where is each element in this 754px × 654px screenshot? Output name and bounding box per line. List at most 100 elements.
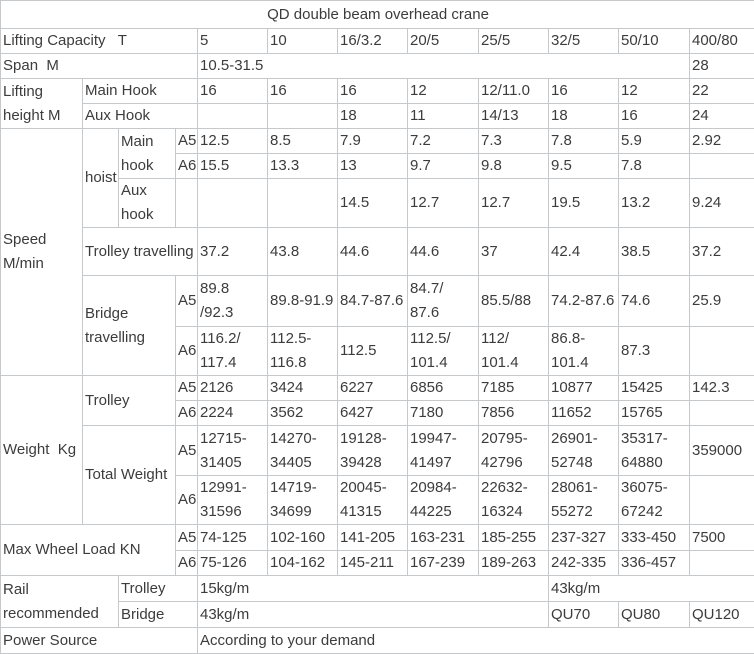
spec-value-cell: 2.92: [690, 129, 754, 154]
row-label-max-wheel-load: Max Wheel Load KN: [1, 525, 176, 576]
spec-value-cell: 37.2: [690, 228, 754, 276]
table-title: QD double beam overhead crane: [1, 1, 754, 29]
empty-cell: [268, 104, 338, 129]
duty-class-cell: A6: [176, 327, 198, 376]
spec-value-cell: 189-263: [479, 551, 549, 576]
spec-value-cell: 13.2: [619, 179, 690, 228]
spec-value-cell: 25.9: [690, 276, 754, 327]
spec-value-cell: 87.3: [619, 327, 690, 376]
spec-value-cell: 16: [619, 104, 690, 129]
spec-value-cell: 333-450: [619, 525, 690, 551]
spec-value-cell: 89.8-91.9: [268, 276, 338, 327]
spec-value-cell: 7.3: [479, 129, 549, 154]
row-label-rail-bridge: Bridge: [119, 602, 198, 628]
spec-value-cell: 112/ 101.4: [479, 327, 549, 376]
spec-value-cell: 12: [619, 79, 690, 104]
spec-value-cell: 9.24: [690, 179, 754, 228]
span-value-cell: 10.5-31.5: [198, 54, 690, 79]
spec-value-cell: 12991- 31596: [198, 476, 268, 525]
row-label-rail-trolley: Trolley: [119, 576, 198, 602]
spec-value-cell: 3424: [268, 376, 338, 401]
spec-value-cell: 5.9: [619, 129, 690, 154]
capacity-header-cell: 25/5: [479, 29, 549, 54]
row-label-aux-hook: Aux Hook: [83, 104, 198, 129]
row-label-total-weight: Total Weight: [83, 426, 176, 525]
duty-class-cell: A6: [176, 476, 198, 525]
spec-value-cell: 14/13: [479, 104, 549, 129]
empty-cell: [176, 179, 198, 228]
duty-class-cell: A6: [176, 154, 198, 179]
spec-value-cell: 116.2/ 117.4: [198, 327, 268, 376]
spec-value-cell: 163-231: [408, 525, 479, 551]
capacity-header-cell: 5: [198, 29, 268, 54]
row-label-lifting-capacity: Lifting Capacity T: [1, 29, 198, 54]
spec-value-cell: 19947- 41497: [408, 426, 479, 476]
spec-value-cell: 74.6: [619, 276, 690, 327]
spec-value-cell: 14.5: [338, 179, 408, 228]
spec-value-cell: 167-239: [408, 551, 479, 576]
spec-value-cell: 12/11.0: [479, 79, 549, 104]
spec-value-cell: 2126: [198, 376, 268, 401]
capacity-header-cell: 400/80: [690, 29, 754, 54]
spec-value-cell: 15765: [619, 401, 690, 426]
duty-class-cell: A6: [176, 401, 198, 426]
spec-value-cell: 85.5/88: [479, 276, 549, 327]
spec-value-cell: 7.8: [549, 129, 619, 154]
duty-class-cell: A5: [176, 129, 198, 154]
spec-value-cell: 7185: [479, 376, 549, 401]
rail-value-cell: 43kg/m: [549, 576, 754, 602]
spec-value-cell: 74-125: [198, 525, 268, 551]
spec-value-cell: 16: [549, 79, 619, 104]
spec-value-cell: 15425: [619, 376, 690, 401]
spec-value-cell: 12.5: [198, 129, 268, 154]
spec-value-cell: 336-457: [619, 551, 690, 576]
spec-value-cell: 12715- 31405: [198, 426, 268, 476]
duty-class-cell: A5: [176, 426, 198, 476]
spec-value-cell: 237-327: [549, 525, 619, 551]
row-label-span: Span M: [1, 54, 198, 79]
empty-cell: [198, 179, 268, 228]
duty-class-cell: A5: [176, 376, 198, 401]
spec-value-cell: 7856: [479, 401, 549, 426]
spec-value-cell: 112.5: [338, 327, 408, 376]
spec-value-cell: 20795- 42796: [479, 426, 549, 476]
capacity-header-cell: 10: [268, 29, 338, 54]
spec-value-cell: 3562: [268, 401, 338, 426]
empty-cell: [690, 476, 754, 525]
spec-value-cell: 16: [338, 79, 408, 104]
capacity-header-cell: 16/3.2: [338, 29, 408, 54]
capacity-header-cell: 32/5: [549, 29, 619, 54]
spec-value-cell: 102-160: [268, 525, 338, 551]
spec-value-cell: 19128- 39428: [338, 426, 408, 476]
spec-value-cell: 6427: [338, 401, 408, 426]
spec-value-cell: 18: [549, 104, 619, 129]
spec-value-cell: 10877: [549, 376, 619, 401]
duty-class-cell: A5: [176, 276, 198, 327]
rail-value-cell: QU80: [619, 602, 690, 628]
rail-value-cell: 15kg/m: [198, 576, 549, 602]
spec-value-cell: 11: [408, 104, 479, 129]
spec-value-cell: 104-162: [268, 551, 338, 576]
spec-value-cell: 15.5: [198, 154, 268, 179]
spec-value-cell: 7180: [408, 401, 479, 426]
row-label-lifting-height: Lifting height M: [1, 79, 83, 129]
spec-value-cell: 242-335: [549, 551, 619, 576]
duty-class-cell: A5: [176, 525, 198, 551]
empty-cell: [690, 551, 754, 576]
span-value-cell: 28: [690, 54, 754, 79]
spec-value-cell: 24: [690, 104, 754, 129]
spec-value-cell: 185-255: [479, 525, 549, 551]
spec-value-cell: 112.5/ 101.4: [408, 327, 479, 376]
spec-value-cell: 20984- 44225: [408, 476, 479, 525]
spec-value-cell: 7.8: [619, 154, 690, 179]
empty-cell: [690, 327, 754, 376]
spec-value-cell: 12.7: [479, 179, 549, 228]
power-source-value-cell: According to your demand: [198, 628, 754, 654]
spec-value-cell: 142.3: [690, 376, 754, 401]
duty-class-cell: A6: [176, 551, 198, 576]
spec-value-cell: 6856: [408, 376, 479, 401]
spec-value-cell: 26901- 52748: [549, 426, 619, 476]
spec-value-cell: 74.2-87.6: [549, 276, 619, 327]
spec-value-cell: 14719- 34699: [268, 476, 338, 525]
